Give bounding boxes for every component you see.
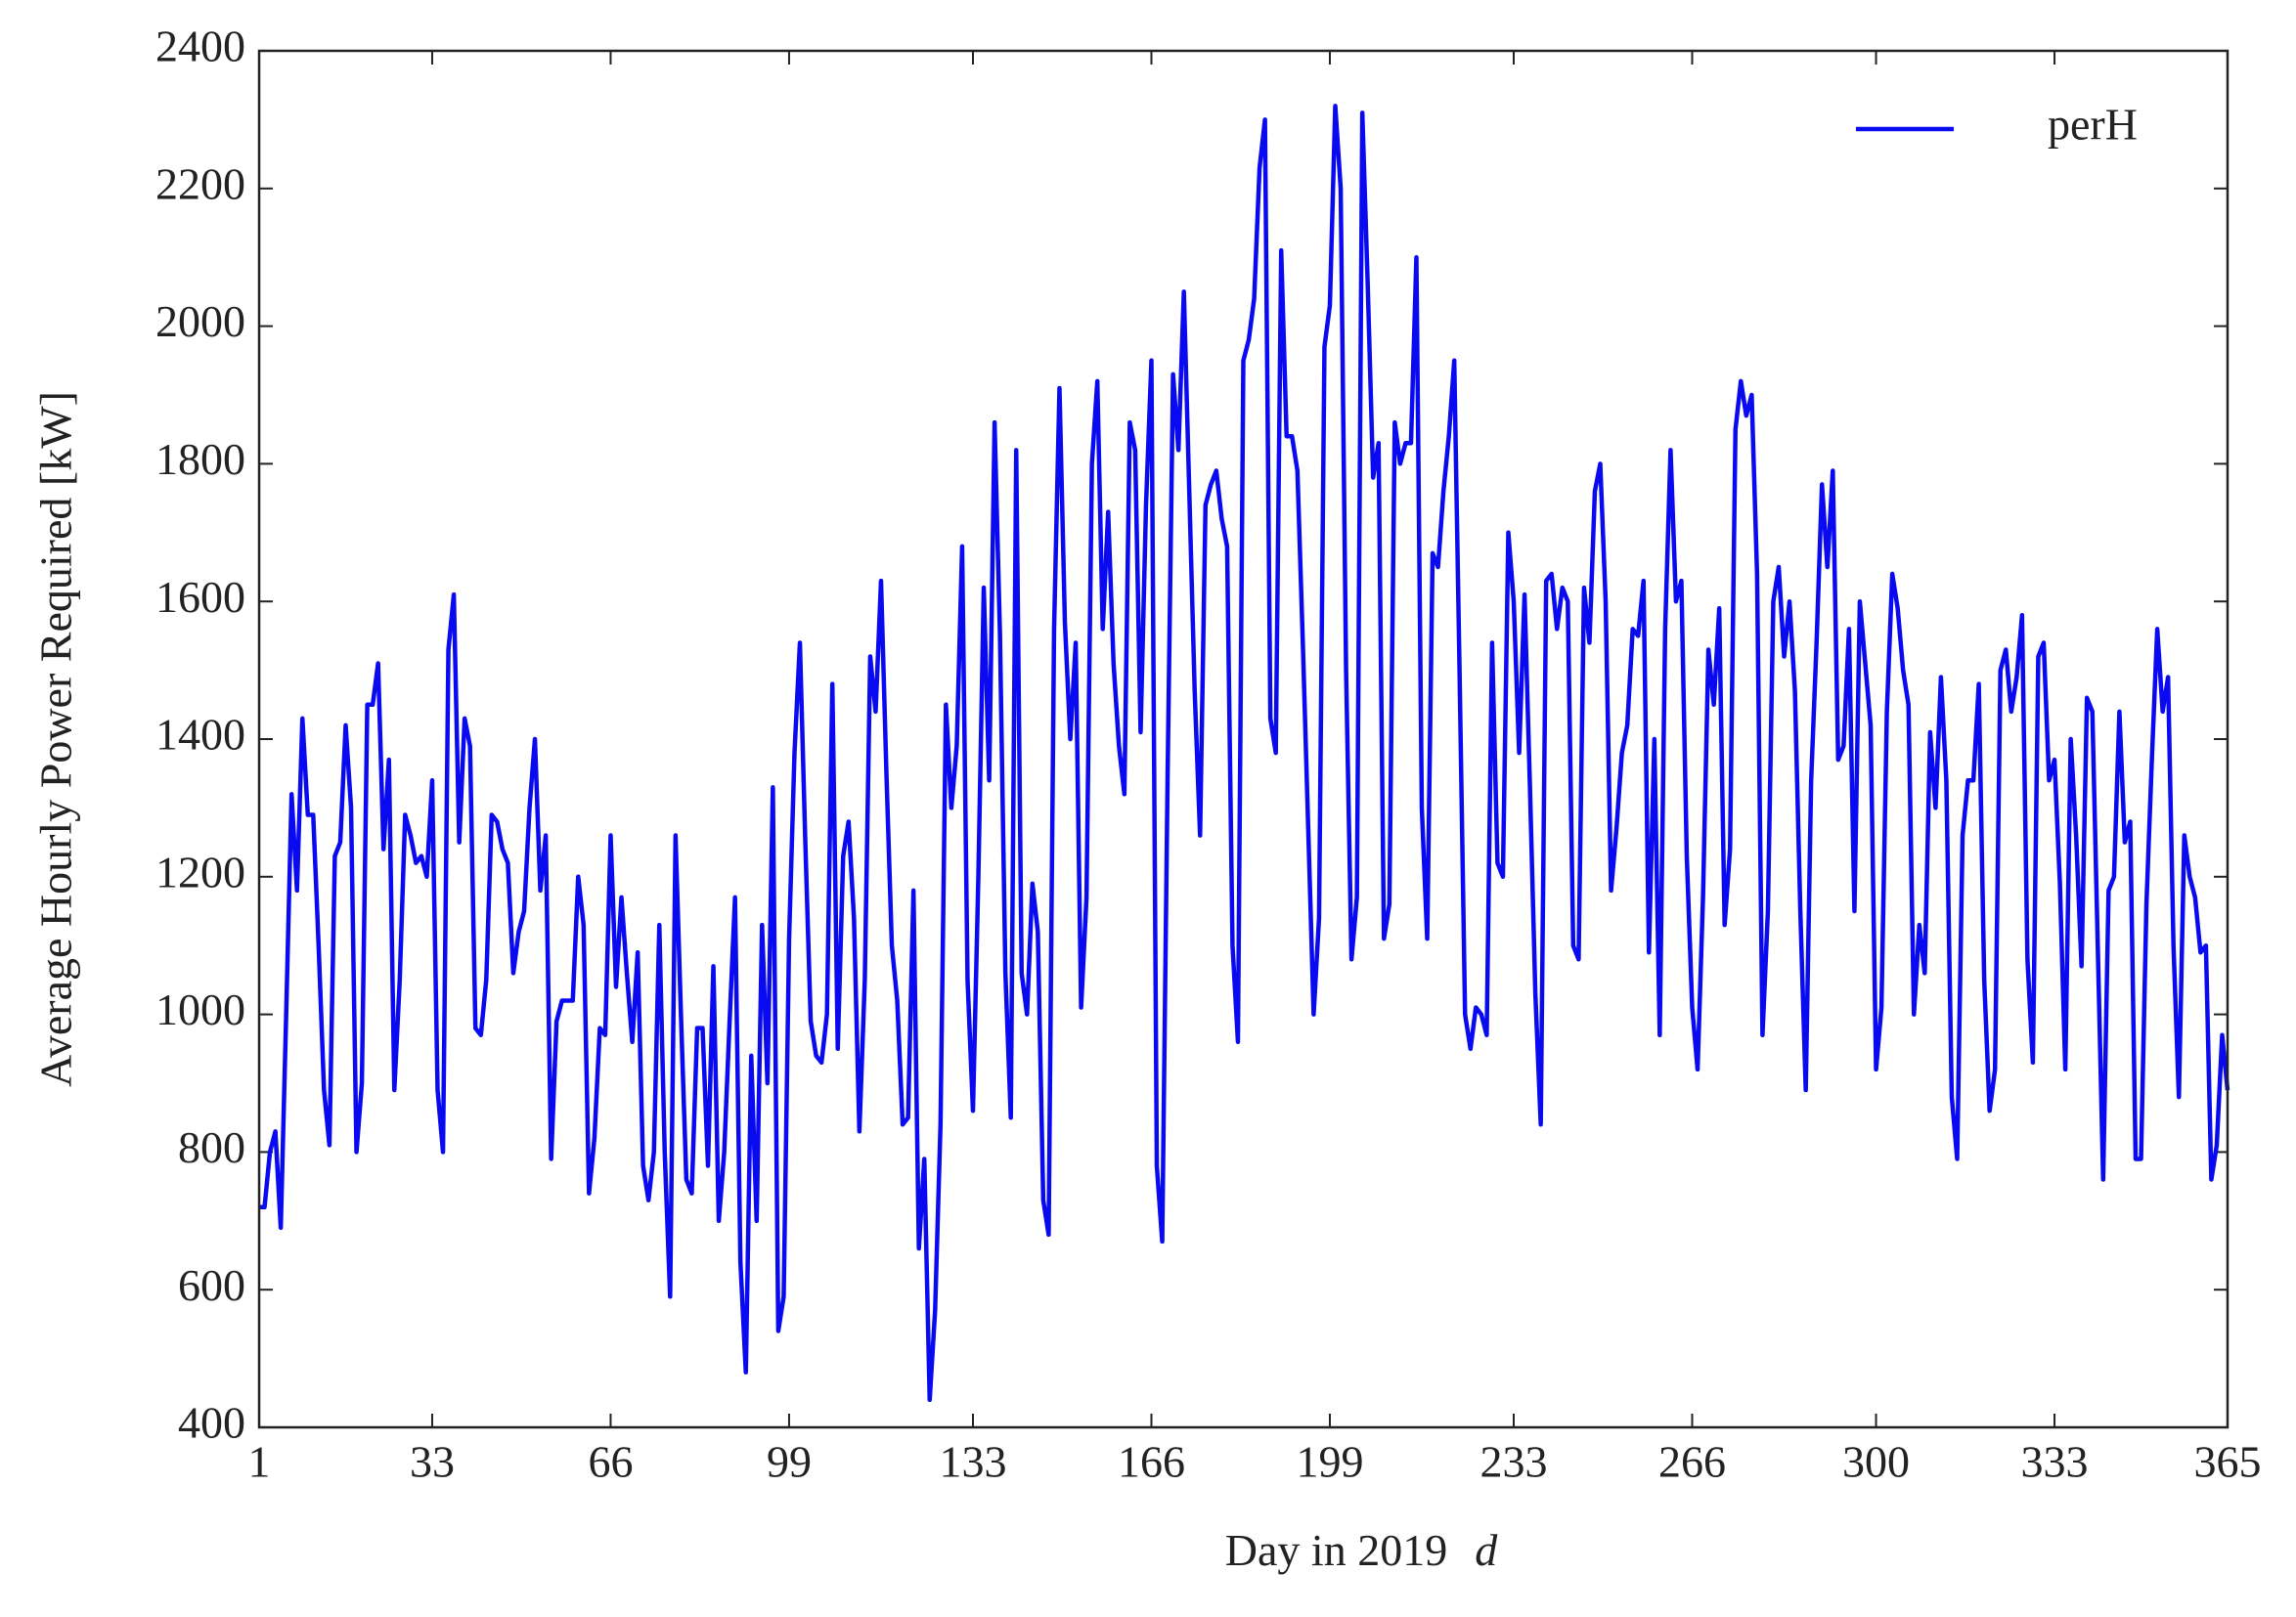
y-tick-label: 1400 [155, 710, 245, 760]
x-axis-label: Day in 2019 d [1225, 1525, 1498, 1575]
x-tick-label: 1 [248, 1437, 271, 1487]
y-tick-label: 1000 [155, 984, 245, 1034]
series-line [259, 104, 2230, 1403]
x-tick-label: 233 [1480, 1437, 1548, 1487]
x-tick-label: 166 [1118, 1437, 1185, 1487]
x-tick-label: 66 [588, 1437, 633, 1487]
y-tick-label: 1200 [155, 847, 245, 896]
x-tick-label: 266 [1658, 1437, 1726, 1487]
plot-frame [257, 49, 2230, 1429]
y-tick-label: 1800 [155, 434, 245, 484]
x-tick-label: 199 [1296, 1437, 1363, 1487]
x-tick-label: 33 [410, 1437, 455, 1487]
x-axis-symbol: d [1475, 1525, 1498, 1575]
y-tick-label: 800 [178, 1122, 245, 1172]
y-axis-label: Average Hourly Power Required [kW] [31, 391, 81, 1087]
x-tick-label: 300 [1842, 1437, 1910, 1487]
y-tick-label: 600 [178, 1260, 245, 1310]
y-tick-label: 400 [178, 1398, 245, 1448]
x-tick-label: 333 [2021, 1437, 2089, 1487]
y-tick-label: 2200 [155, 158, 245, 208]
x-axis-label-text: Day in 2019 [1225, 1525, 1447, 1575]
legend-label: perH [2048, 100, 2138, 150]
y-tick-label: 1600 [155, 572, 245, 622]
x-tick-label: 99 [767, 1437, 812, 1487]
x-tick-label: 365 [2194, 1437, 2262, 1487]
x-tick-label: 133 [939, 1437, 1006, 1487]
y-tick-label: 2000 [155, 296, 245, 346]
y-tick-label: 2400 [155, 22, 245, 71]
